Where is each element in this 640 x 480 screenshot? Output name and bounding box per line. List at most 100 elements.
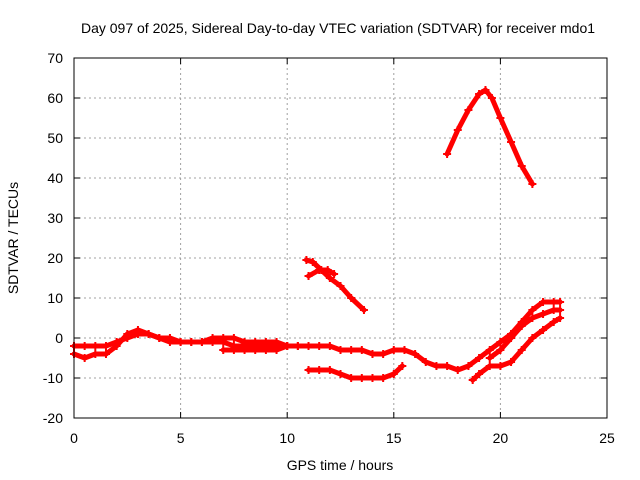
series-track-c [219,298,565,374]
data-point [368,374,377,382]
y-tick-label: 0 [55,330,63,346]
data-point [165,334,174,342]
data-point [208,338,217,346]
data-point [464,362,473,370]
data-point [481,86,490,94]
data-point [91,342,100,350]
data-point [112,338,121,346]
data-point [325,342,334,350]
data-point [357,374,366,382]
x-tick-label: 10 [279,430,295,446]
data-point [304,366,313,374]
data-point [411,350,420,358]
y-tick-label: 20 [47,250,63,266]
data-point [507,358,516,366]
data-point [347,346,356,354]
y-tick-label: 40 [47,170,63,186]
data-point [336,370,345,378]
data-point [133,330,142,338]
data-point [315,266,324,274]
data-point [347,374,356,382]
data-point [272,346,281,354]
data-point [261,346,270,354]
series-line [303,257,367,313]
data-point [464,106,473,114]
data-point [323,266,332,274]
data-point [507,334,516,342]
data-point [336,282,345,290]
y-tick-label: 70 [47,50,63,66]
data-point [517,346,526,354]
data-point [400,346,409,354]
data-point [379,374,388,382]
data-point [304,272,313,280]
data-point [496,346,505,354]
data-point [432,362,441,370]
data-point [101,342,110,350]
data-point [485,362,494,370]
data-point [475,370,484,378]
x-axis-label: GPS time / hours [287,457,394,473]
y-tick-label: 10 [47,290,63,306]
data-point [507,138,516,146]
series-track-h [304,266,339,280]
grid [74,58,607,418]
data-point [304,342,313,350]
data-point [556,298,565,306]
series-track-f [304,362,407,382]
data-point [528,180,537,188]
data-point [475,90,484,98]
x-tick-label: 15 [386,430,402,446]
data-point [251,346,260,354]
data-point [347,294,356,302]
data-point [302,256,311,264]
data-point [389,370,398,378]
data-point [398,362,407,370]
series-line [444,87,535,187]
data-point [80,354,89,362]
data-point [336,346,345,354]
chart-title: Day 097 of 2025, Sidereal Day-to-day VTE… [81,20,595,36]
data-point [443,150,452,158]
data-point [468,376,477,384]
axes: 0 5 10 15 20 25 -20 -10 0 10 20 30 40 50 60 70 [43,50,615,446]
data-point [528,334,537,342]
series-line [306,267,337,279]
data-point [453,126,462,134]
data-point [91,350,100,358]
data-point [80,342,89,350]
y-axis-label: SDTVAR / TECUs [5,182,21,294]
y-tick-label: -20 [43,410,63,426]
data-point [528,306,537,314]
data-point [219,338,228,346]
data-point [308,258,317,266]
x-tick-label: 25 [599,430,615,446]
data-point [357,346,366,354]
data-point [539,298,548,306]
series-line [306,363,405,381]
data-point [539,310,548,318]
data-point [485,354,494,362]
data-point [485,346,494,354]
plot-border [73,57,608,419]
data-point [197,338,206,346]
data-point [330,270,339,278]
x-tick-label: 0 [70,430,78,446]
data-point [556,314,565,322]
data-point [368,350,377,358]
data-point [475,354,484,362]
data-point [176,338,185,346]
data-point [240,346,249,354]
series-track-e [485,306,565,362]
data-point [123,334,132,342]
data-point [421,358,430,366]
data-point [517,322,526,330]
data-point [539,326,548,334]
data-point [315,366,324,374]
data-point [315,342,324,350]
data-point [517,162,526,170]
x-tick-label: 5 [177,430,185,446]
data-point [359,306,368,314]
series-track-d [468,314,565,384]
